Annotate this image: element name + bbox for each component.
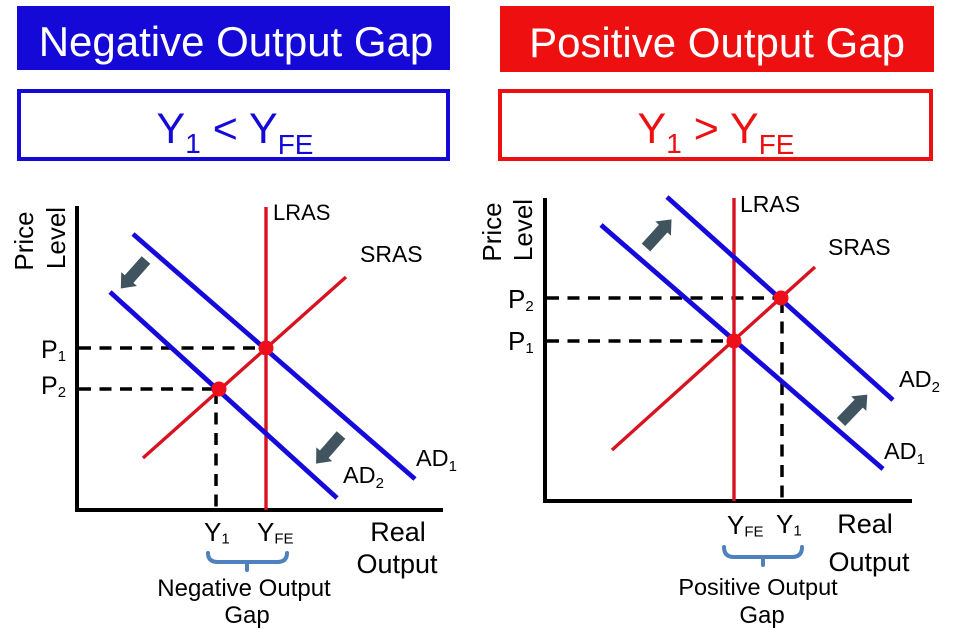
svg-text:Positive Output: Positive Output: [678, 574, 838, 600]
svg-text:Price: Price: [477, 202, 507, 261]
svg-text:Gap: Gap: [739, 602, 784, 629]
svg-text:LRAS: LRAS: [273, 200, 330, 225]
svg-text:Level: Level: [41, 207, 71, 269]
svg-text:Price: Price: [9, 211, 39, 270]
svg-text:SRAS: SRAS: [828, 234, 891, 260]
svg-text:Negative Output Gap: Negative Output Gap: [39, 18, 434, 65]
svg-text:Level: Level: [508, 199, 538, 261]
svg-text:Real: Real: [370, 517, 426, 547]
svg-text:Real: Real: [837, 509, 893, 539]
svg-text:Positive Output Gap: Positive Output Gap: [529, 19, 905, 66]
svg-text:Negative Output: Negative Output: [157, 575, 331, 602]
svg-text:SRAS: SRAS: [360, 241, 423, 267]
svg-text:LRAS: LRAS: [740, 191, 800, 217]
svg-text:Output: Output: [356, 549, 438, 579]
svg-text:Gap: Gap: [224, 602, 269, 629]
svg-text:Output: Output: [828, 547, 910, 577]
